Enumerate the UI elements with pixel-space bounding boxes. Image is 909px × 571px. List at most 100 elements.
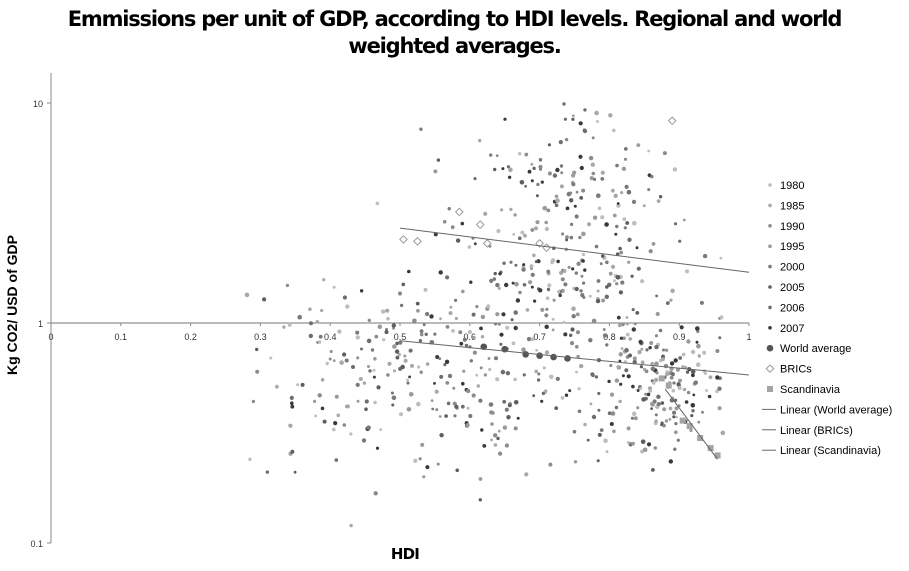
data-point-2007	[571, 267, 575, 271]
data-point-1985	[616, 365, 620, 369]
data-point-2005	[597, 432, 602, 437]
data-point-1995	[614, 378, 620, 383]
data-point-1985	[613, 193, 618, 198]
data-point-1985	[362, 381, 367, 385]
data-point-1995	[608, 271, 613, 276]
data-point-2000	[399, 303, 404, 308]
data-point-1990	[588, 155, 594, 161]
data-point-2006	[624, 147, 628, 151]
data-point-1990	[452, 386, 456, 390]
data-point-1990	[548, 462, 553, 467]
data-point-1985	[708, 375, 713, 380]
data-point-2007	[648, 346, 652, 350]
data-point-1995	[589, 176, 594, 181]
data-point-2007	[578, 121, 583, 126]
data-point-1980	[518, 152, 522, 156]
data-point-1980	[690, 349, 696, 355]
data-point-2006	[418, 339, 423, 343]
data-point-2005	[605, 285, 609, 289]
data-point-2000	[596, 279, 601, 283]
data-point-2005	[436, 158, 441, 162]
data-point-2005	[415, 301, 420, 306]
legend-marker	[767, 386, 773, 392]
chart-title: Emmissions per unit of GDP, according to…	[0, 6, 909, 60]
data-point-1980	[380, 309, 386, 314]
data-point-2005	[630, 274, 634, 278]
data-point-2007	[527, 169, 532, 174]
data-point-1995	[528, 280, 533, 285]
data-point-1990	[445, 381, 450, 385]
data-point-1995	[674, 406, 679, 411]
data-point-1980	[588, 294, 592, 298]
data-point-2006	[460, 404, 465, 409]
data-point-1985	[571, 306, 576, 312]
data-point-2005	[439, 433, 444, 438]
data-point-2006	[514, 263, 518, 267]
data-point-1990	[471, 393, 476, 398]
data-point-2005	[507, 403, 512, 408]
data-point-1995	[664, 419, 669, 423]
data-point-2000	[599, 262, 603, 266]
data-point-2006	[691, 409, 695, 413]
legend-marker	[768, 244, 772, 248]
data-point-2000	[676, 438, 680, 442]
data-point-2007	[482, 444, 487, 448]
data-point-2006	[342, 295, 347, 300]
data-point-2005	[493, 167, 497, 172]
data-point-1980	[612, 128, 616, 133]
data-point-2000	[699, 300, 704, 305]
data-point-2007	[684, 400, 689, 404]
data-point-2006	[524, 184, 527, 188]
data-point-1980	[715, 389, 719, 394]
data-point-1985	[681, 365, 685, 369]
data-point-1995	[655, 311, 660, 317]
data-point-2000	[662, 348, 665, 352]
data-point-1980	[451, 329, 455, 333]
data-point-1985	[508, 167, 513, 173]
data-point-1990	[564, 137, 569, 142]
legend-marker	[766, 344, 774, 352]
data-point-1980	[542, 366, 546, 370]
data-point-2000	[488, 402, 494, 407]
data-point-2000	[650, 174, 654, 179]
data-point-1980	[685, 269, 689, 274]
data-point-1980	[575, 370, 578, 374]
data-point-2005	[395, 355, 400, 360]
brics-point	[454, 207, 464, 217]
data-point-2006	[502, 261, 506, 265]
data-point-2005	[569, 333, 573, 337]
data-point-2000	[600, 177, 605, 181]
data-point-1990	[458, 330, 463, 335]
legend-label: BRICs	[780, 364, 812, 376]
data-point-2005	[532, 394, 536, 398]
data-point-2005	[535, 194, 539, 198]
data-point-2006	[439, 374, 444, 379]
data-point-2000	[425, 311, 430, 317]
data-point-1980	[704, 372, 707, 375]
data-point-2000	[654, 413, 658, 417]
data-point-1990	[317, 393, 322, 398]
data-point-2005	[635, 311, 640, 315]
data-point-2007	[503, 117, 507, 121]
data-point-2005	[455, 238, 461, 243]
data-point-1980	[675, 415, 678, 419]
data-point-2007	[433, 232, 438, 237]
data-point-2006	[308, 333, 313, 339]
data-point-1995	[433, 169, 438, 174]
data-point-1995	[673, 430, 678, 435]
data-point-2005	[473, 177, 477, 181]
x-tick-label: 0.5	[394, 332, 407, 342]
data-point-1985	[387, 361, 392, 366]
data-point-2006	[591, 414, 597, 420]
data-point-2005	[570, 327, 575, 332]
data-point-1990	[546, 208, 551, 213]
data-point-2006	[583, 108, 587, 112]
data-point-1985	[483, 211, 488, 216]
y-tick-label: 0.1	[30, 539, 43, 549]
data-point-2000	[602, 333, 608, 338]
data-point-2005	[384, 330, 389, 335]
data-point-1995	[633, 416, 638, 421]
data-point-1990	[435, 408, 439, 412]
data-point-2007	[618, 359, 622, 363]
data-point-1985	[439, 317, 442, 321]
